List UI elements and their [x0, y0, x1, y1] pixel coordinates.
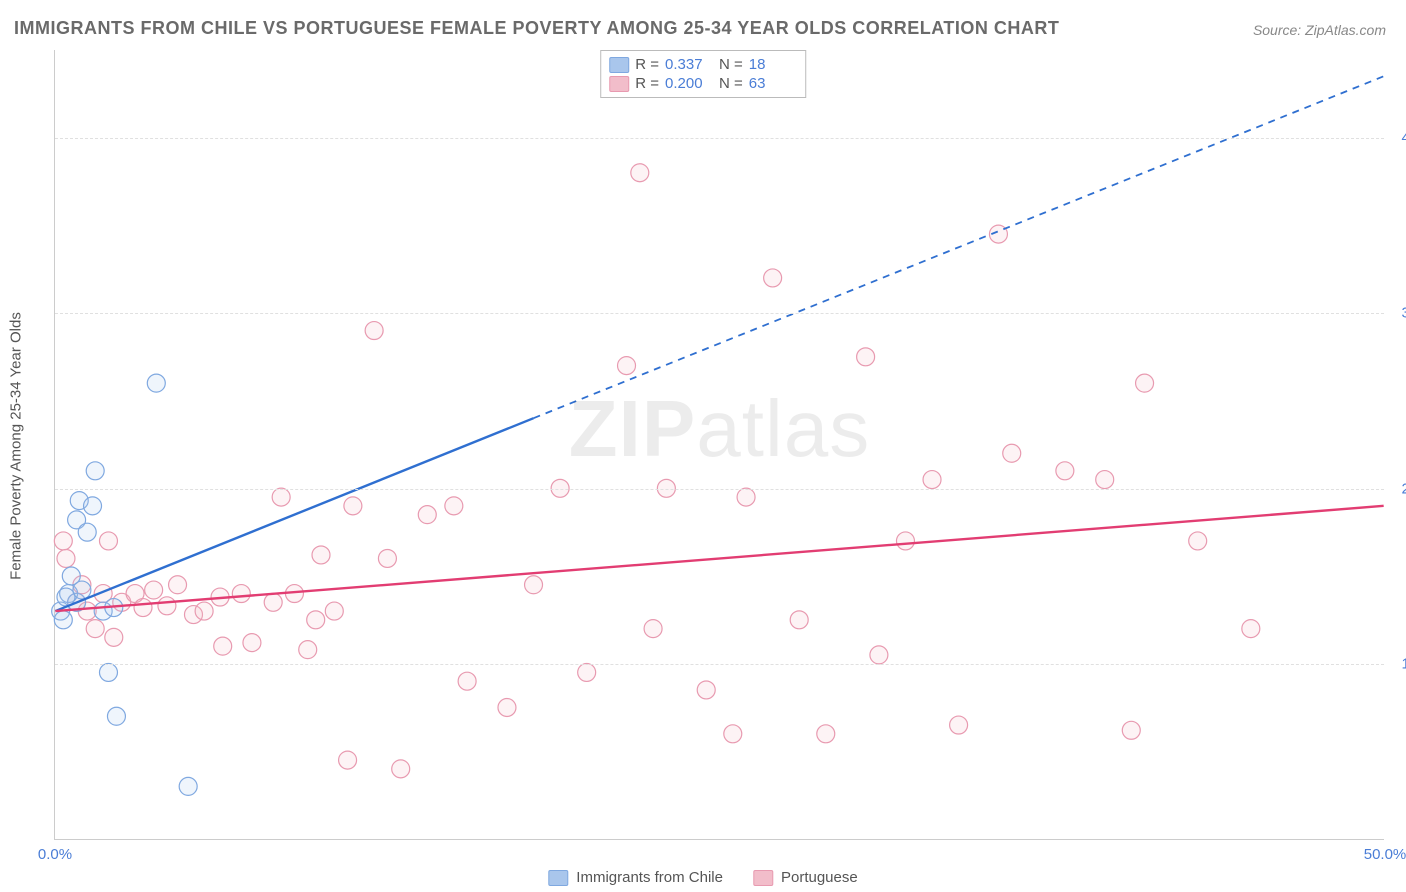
data-point [392, 760, 410, 778]
x-tick-label: 0.0% [38, 846, 72, 863]
data-point [644, 620, 662, 638]
data-point [1003, 444, 1021, 462]
trend-line-solid [55, 506, 1383, 611]
data-point [857, 348, 875, 366]
data-point [896, 532, 914, 550]
data-point [525, 576, 543, 594]
data-point [697, 681, 715, 699]
data-point [299, 641, 317, 659]
data-point [272, 488, 290, 506]
data-point [618, 357, 636, 375]
legend-r-value: 0.200 [665, 75, 713, 92]
legend-r-label: R = [635, 75, 659, 92]
legend-stats: R = 0.337 N = 18 R = 0.200 N = 63 [600, 50, 806, 98]
plot-area: ZIPatlas 10.0%20.0%30.0%40.0%0.0%50.0% [54, 50, 1384, 840]
data-point [99, 663, 117, 681]
data-point [99, 532, 117, 550]
data-point [147, 374, 165, 392]
data-point [724, 725, 742, 743]
data-point [1189, 532, 1207, 550]
data-point [86, 620, 104, 638]
data-point [578, 663, 596, 681]
data-point [458, 672, 476, 690]
y-tick-label: 40.0% [1389, 129, 1406, 146]
data-point [134, 599, 152, 617]
data-point [764, 269, 782, 287]
data-point [307, 611, 325, 629]
data-point [86, 462, 104, 480]
legend-series-item: Portuguese [753, 869, 858, 886]
gridline-h [55, 489, 1384, 490]
data-point [1242, 620, 1260, 638]
data-point [631, 164, 649, 182]
data-point [365, 322, 383, 340]
data-point [445, 497, 463, 515]
data-point [145, 581, 163, 599]
data-point [378, 549, 396, 567]
data-point [1056, 462, 1074, 480]
legend-r-label: R = [635, 56, 659, 73]
data-point [105, 628, 123, 646]
data-point [243, 634, 261, 652]
y-tick-label: 20.0% [1389, 480, 1406, 497]
data-point [54, 611, 72, 629]
data-point [232, 585, 250, 603]
data-point [923, 471, 941, 489]
gridline-h [55, 138, 1384, 139]
legend-series-item: Immigrants from Chile [548, 869, 723, 886]
data-point [214, 637, 232, 655]
data-point [1136, 374, 1154, 392]
legend-n-value: 18 [749, 56, 797, 73]
data-point [195, 602, 213, 620]
data-point [158, 597, 176, 615]
legend-swatch [609, 57, 629, 73]
legend-n-label: N = [719, 56, 743, 73]
legend-n-label: N = [719, 75, 743, 92]
plot-svg [55, 50, 1384, 839]
data-point [107, 707, 125, 725]
data-point [950, 716, 968, 734]
data-point [790, 611, 808, 629]
data-point [1096, 471, 1114, 489]
gridline-h [55, 664, 1384, 665]
legend-r-value: 0.337 [665, 56, 713, 73]
legend-swatch [609, 76, 629, 92]
trend-line-dashed [534, 76, 1384, 418]
data-point [179, 777, 197, 795]
legend-series-label: Portuguese [781, 869, 858, 886]
data-point [78, 523, 96, 541]
chart-title: IMMIGRANTS FROM CHILE VS PORTUGUESE FEMA… [14, 18, 1059, 39]
data-point [169, 576, 187, 594]
data-point [84, 497, 102, 515]
data-point [418, 506, 436, 524]
data-point [1122, 721, 1140, 739]
data-point [870, 646, 888, 664]
y-tick-label: 10.0% [1389, 656, 1406, 673]
data-point [498, 699, 516, 717]
trend-line-solid [55, 418, 533, 611]
legend-series: Immigrants from Chile Portuguese [548, 869, 857, 886]
gridline-h [55, 313, 1384, 314]
chart-container: IMMIGRANTS FROM CHILE VS PORTUGUESE FEMA… [0, 0, 1406, 892]
y-tick-label: 30.0% [1389, 305, 1406, 322]
data-point [344, 497, 362, 515]
x-tick-label: 50.0% [1364, 846, 1406, 863]
legend-stat-row: R = 0.337 N = 18 [609, 55, 797, 74]
data-point [737, 488, 755, 506]
legend-n-value: 63 [749, 75, 797, 92]
data-point [54, 532, 72, 550]
legend-series-label: Immigrants from Chile [576, 869, 723, 886]
data-point [339, 751, 357, 769]
data-point [73, 581, 91, 599]
legend-stat-row: R = 0.200 N = 63 [609, 74, 797, 93]
data-point [325, 602, 343, 620]
data-point [817, 725, 835, 743]
legend-swatch [548, 870, 568, 886]
source-label: Source: ZipAtlas.com [1253, 22, 1386, 38]
legend-swatch [753, 870, 773, 886]
data-point [57, 549, 75, 567]
y-axis-label: Female Poverty Among 25-34 Year Olds [8, 312, 25, 580]
data-point [264, 593, 282, 611]
data-point [312, 546, 330, 564]
